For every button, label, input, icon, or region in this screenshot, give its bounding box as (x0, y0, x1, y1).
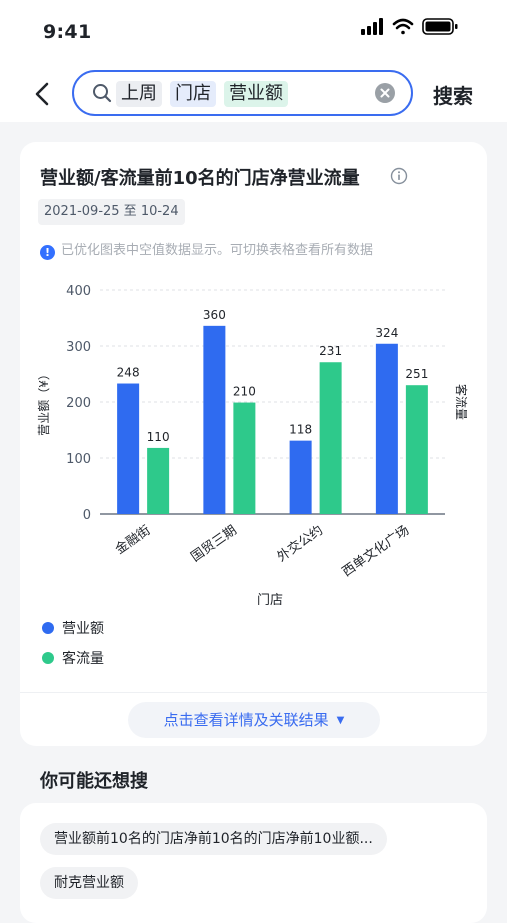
chevron-down-icon: ▼ (336, 715, 345, 726)
search-tag-store[interactable]: 门店 (170, 81, 216, 107)
wifi-icon (392, 18, 414, 35)
notice-icon: ! (40, 245, 55, 260)
bar-value-label: 360 (203, 308, 226, 322)
legend-swatch-traffic (42, 652, 54, 664)
x-tick-label: 金融街 (112, 522, 153, 557)
notice-text: 已优化图表中空值数据显示。可切换表格查看所有数据 (61, 243, 374, 258)
related-searches-card: 营业额前10名的门店净前10名的门店净前10业额... 耐克营业额 (20, 803, 487, 923)
related-searches-title: 你可能还想搜 (40, 771, 148, 792)
y-tick-label: 300 (66, 340, 91, 355)
related-search-item[interactable]: 耐克营业额 (40, 867, 138, 899)
divider (20, 692, 487, 693)
y2-axis-label: 客流量 (454, 384, 469, 420)
x-tick-label: 外交公约 (274, 522, 326, 565)
bar-value-label: 231 (319, 344, 342, 358)
cellular-signal-icon (361, 18, 383, 35)
search-button[interactable]: 搜索 (433, 84, 473, 108)
bar-value-label: 118 (289, 423, 312, 437)
bar-chart: 0 100 200 300 400 248 110 金融街 360 210 国贸三期 118 231 外交… (37, 284, 469, 608)
search-icon (93, 84, 112, 103)
y-tick-label: 400 (66, 284, 91, 299)
y-axis-label: 营业额（¥） (37, 368, 51, 436)
bar-revenue (289, 440, 312, 514)
legend-item-revenue[interactable]: 营业额 (42, 618, 104, 638)
bar-value-label: 248 (117, 366, 140, 380)
y-tick-label: 100 (66, 452, 91, 467)
bar-value-label: 110 (147, 430, 170, 444)
search-input[interactable]: 上周 门店 营业额 (72, 70, 413, 116)
y-tick-label: 200 (66, 396, 91, 411)
status-icons (361, 18, 458, 35)
top-bar: 9:41 上周 门店 营业额 搜索 (0, 0, 507, 122)
battery-icon (422, 18, 458, 35)
bar-revenue (117, 383, 140, 514)
view-details-button[interactable]: 点击查看详情及关联结果 ▼ (128, 702, 380, 738)
optimization-notice: ! 已优化图表中空值数据显示。可切换表格查看所有数据 (40, 239, 373, 260)
related-search-item[interactable]: 营业额前10名的门店净前10名的门店净前10业额... (40, 823, 387, 855)
bar-value-label: 324 (375, 326, 398, 340)
result-card: 营业额/客流量前10名的门店净营业流量 2021-09-25 至 10-24 !… (20, 142, 487, 746)
date-range-chip: 2021-09-25 至 10-24 (38, 199, 185, 225)
view-details-label: 点击查看详情及关联结果 (163, 711, 329, 729)
y-tick-label: 0 (83, 508, 91, 523)
bar-value-label: 210 (233, 385, 256, 399)
bar-traffic (405, 385, 428, 514)
legend-swatch-revenue (42, 622, 54, 634)
clear-icon[interactable] (375, 83, 395, 103)
legend-item-traffic[interactable]: 客流量 (42, 648, 104, 668)
x-axis-label: 门店 (257, 593, 283, 608)
bar-traffic (319, 362, 342, 514)
chart-title: 营业额/客流量前10名的门店净营业流量 (40, 168, 360, 189)
bar-revenue (375, 343, 398, 514)
bar-value-label: 251 (405, 367, 428, 381)
legend-label-revenue: 营业额 (62, 621, 104, 637)
search-tag-revenue[interactable]: 营业额 (224, 81, 288, 107)
back-arrow-icon[interactable] (30, 80, 56, 108)
x-tick-label: 西单文化广场 (340, 523, 413, 580)
legend-label-traffic: 客流量 (62, 651, 104, 667)
bar-revenue (203, 325, 226, 514)
info-icon[interactable] (390, 167, 408, 185)
bar-traffic (147, 447, 170, 514)
search-tag-week[interactable]: 上周 (116, 81, 162, 107)
status-time: 9:41 (43, 21, 92, 43)
bar-traffic (233, 402, 256, 514)
x-tick-label: 国贸三期 (188, 523, 239, 565)
